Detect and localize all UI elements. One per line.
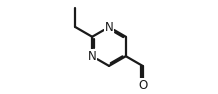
Text: N: N xyxy=(88,50,97,63)
Text: O: O xyxy=(138,79,147,92)
Text: N: N xyxy=(105,21,113,34)
